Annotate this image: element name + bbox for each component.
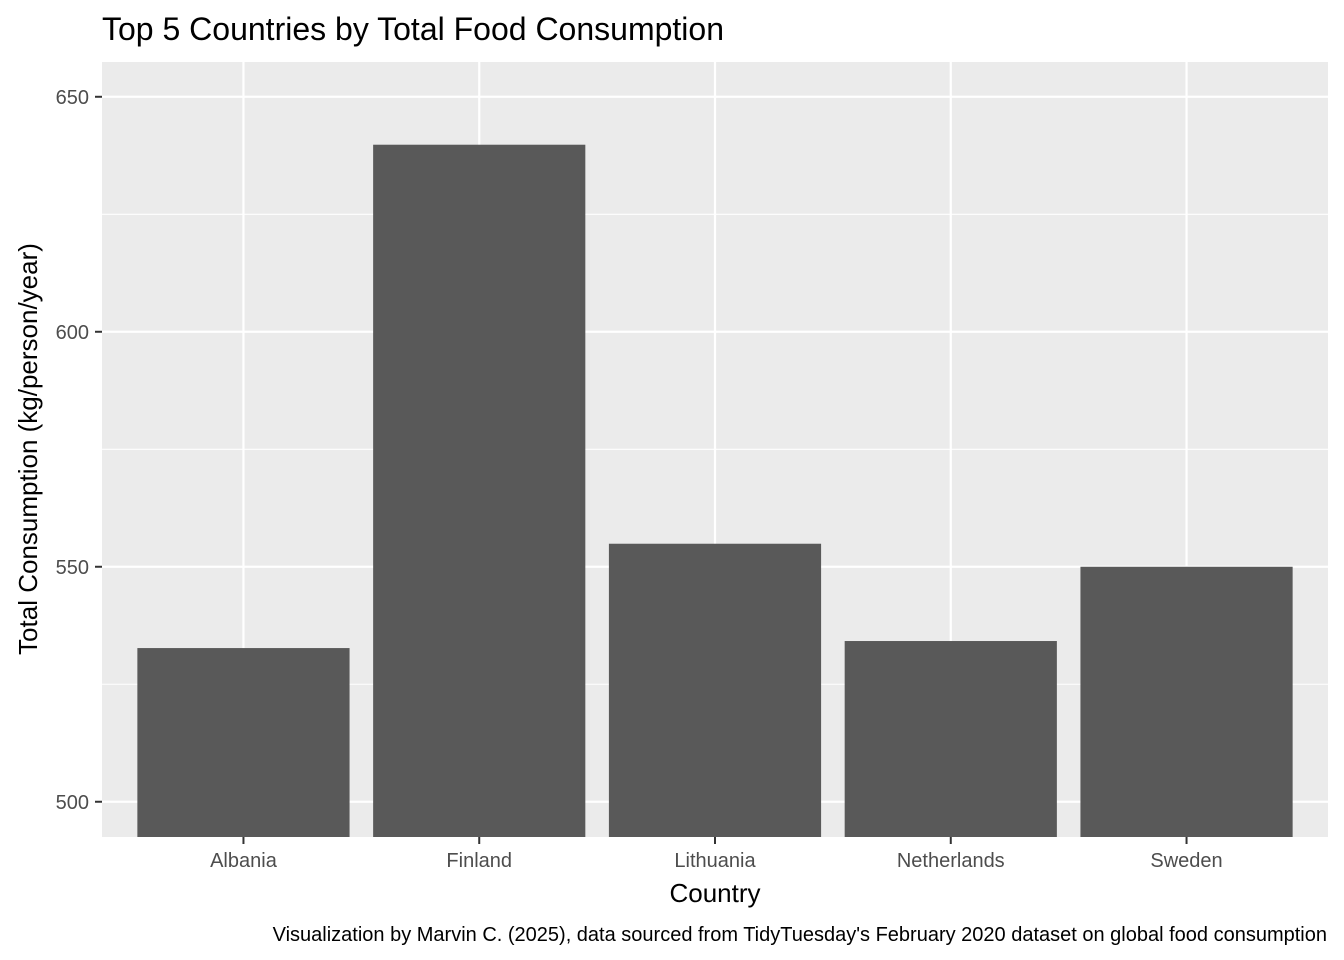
bar-netherlands: [844, 641, 1057, 837]
x-axis-ticks: Albania Finland Lithuania Netherlands Sweden: [210, 837, 1223, 872]
y-tick-label: 550: [56, 557, 89, 579]
chart-caption: Visualization by Marvin C. (2025), data …: [273, 924, 1327, 946]
x-tick-label: Albania: [210, 850, 278, 872]
bar-albania: [137, 648, 350, 837]
x-tick-label: Sweden: [1150, 850, 1222, 872]
bars: [137, 144, 1293, 837]
y-tick-label: 600: [56, 322, 89, 344]
y-tick-label: 500: [56, 792, 89, 814]
x-tick-label: Lithuania: [674, 850, 756, 872]
x-axis-title: Country: [669, 878, 760, 908]
x-tick-label: Netherlands: [897, 850, 1005, 872]
y-axis-ticks: 500 550 600 650: [56, 87, 102, 814]
bar-finland: [373, 144, 586, 837]
bar-sweden: [1080, 566, 1293, 837]
bar-lithuania: [608, 543, 822, 837]
x-tick-label: Finland: [446, 850, 512, 872]
chart-title: Top 5 Countries by Total Food Consumptio…: [102, 11, 724, 47]
y-axis-title: Total Consumption (kg/person/year): [13, 243, 43, 655]
y-tick-label: 650: [56, 87, 89, 109]
